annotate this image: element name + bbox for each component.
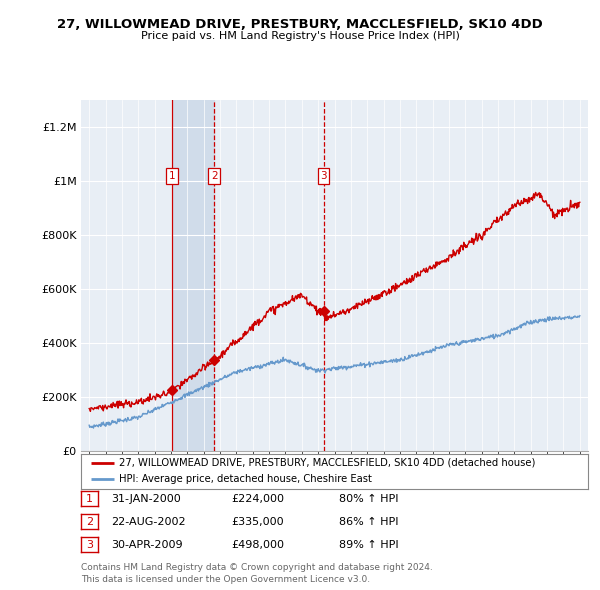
- Text: This data is licensed under the Open Government Licence v3.0.: This data is licensed under the Open Gov…: [81, 575, 370, 584]
- Text: 31-JAN-2000: 31-JAN-2000: [111, 494, 181, 503]
- Text: 80% ↑ HPI: 80% ↑ HPI: [339, 494, 398, 503]
- Text: 30-APR-2009: 30-APR-2009: [111, 540, 182, 549]
- Text: Price paid vs. HM Land Registry's House Price Index (HPI): Price paid vs. HM Land Registry's House …: [140, 31, 460, 41]
- Text: £224,000: £224,000: [231, 494, 284, 503]
- Text: 3: 3: [86, 540, 93, 549]
- Text: 3: 3: [320, 171, 327, 181]
- Text: 1: 1: [86, 494, 93, 503]
- Text: 27, WILLOWMEAD DRIVE, PRESTBURY, MACCLESFIELD, SK10 4DD (detached house): 27, WILLOWMEAD DRIVE, PRESTBURY, MACCLES…: [119, 458, 535, 468]
- Text: 89% ↑ HPI: 89% ↑ HPI: [339, 540, 398, 549]
- Bar: [172, 100, 214, 451]
- Text: HPI: Average price, detached house, Cheshire East: HPI: Average price, detached house, Ches…: [119, 474, 372, 484]
- Text: 22-AUG-2002: 22-AUG-2002: [111, 517, 185, 526]
- Text: 27, WILLOWMEAD DRIVE, PRESTBURY, MACCLESFIELD, SK10 4DD: 27, WILLOWMEAD DRIVE, PRESTBURY, MACCLES…: [57, 18, 543, 31]
- Text: £498,000: £498,000: [231, 540, 284, 549]
- Text: £335,000: £335,000: [231, 517, 284, 526]
- Text: 86% ↑ HPI: 86% ↑ HPI: [339, 517, 398, 526]
- Text: 1: 1: [169, 171, 176, 181]
- Text: Contains HM Land Registry data © Crown copyright and database right 2024.: Contains HM Land Registry data © Crown c…: [81, 563, 433, 572]
- Text: 2: 2: [86, 517, 93, 526]
- Text: 2: 2: [211, 171, 217, 181]
